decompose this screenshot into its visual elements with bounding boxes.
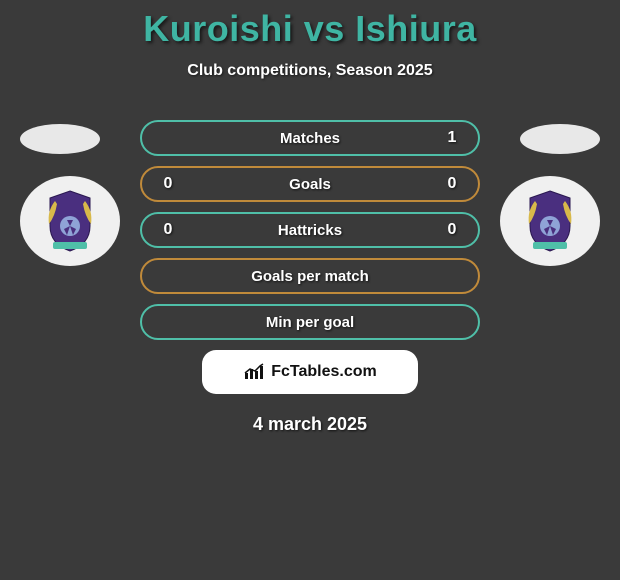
fctables-logo-text: FcTables.com — [271, 363, 377, 381]
club-crest-right — [500, 176, 600, 266]
player-avatar-right — [520, 124, 600, 154]
stat-right-value: 0 — [442, 221, 462, 239]
stat-row: 0 Goals 0 — [140, 166, 480, 202]
stat-right-value: 1 — [442, 129, 462, 147]
stat-right-value: 0 — [442, 175, 462, 193]
subtitle: Club competitions, Season 2025 — [0, 62, 620, 80]
club-crest-left — [20, 176, 120, 266]
page-title: Kuroishi vs Ishiura — [0, 0, 620, 50]
stats-container: Matches 1 0 Goals 0 0 Hattricks 0 Goals … — [140, 120, 480, 435]
stat-left-value: 0 — [158, 221, 178, 239]
bar-chart-icon — [243, 363, 265, 381]
fctables-logo[interactable]: FcTables.com — [202, 350, 418, 394]
shield-icon — [35, 186, 105, 256]
stat-row: 0 Hattricks 0 — [140, 212, 480, 248]
stat-row: Min per goal — [140, 304, 480, 340]
stat-label: Goals per match — [178, 268, 442, 285]
stat-label: Hattricks — [178, 222, 442, 239]
stat-label: Min per goal — [178, 314, 442, 331]
date-text: 4 march 2025 — [140, 414, 480, 435]
stat-label: Goals — [178, 176, 442, 193]
shield-icon — [515, 186, 585, 256]
stat-row: Matches 1 — [140, 120, 480, 156]
player-avatar-left — [20, 124, 100, 154]
stat-left-value: 0 — [158, 175, 178, 193]
stat-row: Goals per match — [140, 258, 480, 294]
stat-label: Matches — [178, 130, 442, 147]
